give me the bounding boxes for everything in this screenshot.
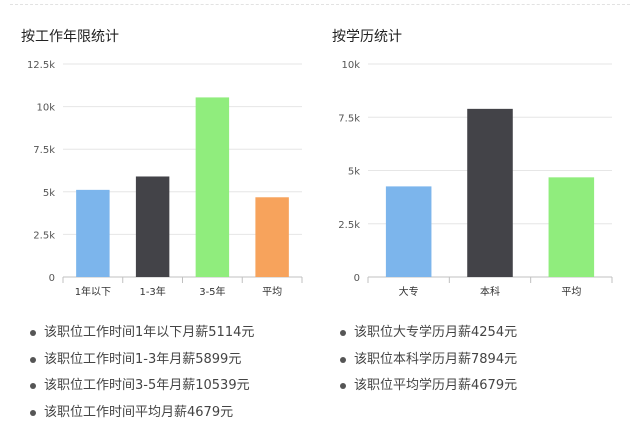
x-tick-label: 大专 <box>399 285 419 298</box>
chart-title: 按工作年限统计 <box>21 29 119 45</box>
education-panel: 按学历统计 0 2.5k 5k 7.5k 10k 大专 本科 平均 该职位大专学历月薪4254… <box>320 0 640 436</box>
education-notes: 该职位大专学历月薪4254元 该职位本科学历月薪7894元 该职位平均学历月薪4… <box>340 320 517 400</box>
bar <box>135 176 170 277</box>
note-item: 该职位平均学历月薪4679元 <box>340 373 517 400</box>
y-tick-label: 7.5k <box>33 145 55 156</box>
bar <box>548 177 595 277</box>
y-tick-label: 0 <box>354 273 360 284</box>
note-text: 该职位工作时间1年以下月薪5114元 <box>44 325 255 340</box>
x-tick-label: 平均 <box>561 286 581 298</box>
bar <box>255 197 289 277</box>
note-text: 该职位工作时间平均月薪4679元 <box>44 404 234 420</box>
y-tick-label: 0 <box>49 273 55 284</box>
note-item: 该职位工作时间1-3年月薪5899元 <box>30 347 254 374</box>
y-tick-label: 10k <box>36 103 55 114</box>
note-text: 该职位大专学历月薪4254元 <box>354 325 518 340</box>
top-divider <box>10 4 630 5</box>
bullet-icon <box>340 383 346 390</box>
y-tick-label: 12.5k <box>27 60 55 71</box>
bullet-icon <box>340 330 346 337</box>
experience-notes: 该职位工作时间1年以下月薪5114元 该职位工作时间1-3年月薪5899元 该职… <box>30 320 254 426</box>
note-text: 该职位平均学历月薪4679元 <box>354 378 518 393</box>
bullet-icon <box>30 409 36 416</box>
y-tick-label: 2.5k <box>33 230 55 241</box>
note-item: 该职位工作时间3-5年月薪10539元 <box>30 373 254 400</box>
bullet-icon <box>30 383 36 390</box>
chart-title: 按学历统计 <box>332 29 402 45</box>
bar <box>76 189 110 277</box>
x-tick-label: 1年以下 <box>75 285 111 298</box>
note-text: 该职位本科学历月薪7894元 <box>354 351 518 367</box>
bullet-icon <box>30 330 36 337</box>
y-tick-label: 2.5k <box>338 220 360 231</box>
y-tick-label: 5k <box>43 188 55 199</box>
x-tick-label: 平均 <box>262 286 282 298</box>
bar <box>467 108 513 277</box>
bar <box>195 97 230 278</box>
experience-panel: 按工作年限统计 0 2.5k 5k 7.5k 10k 12.5k 1年以下 1-3年 3-5年 平… <box>21 29 303 426</box>
education-bar-chart: 0 2.5k 5k 7.5k 10k 大专 本科 平均 <box>338 60 613 298</box>
y-tick-label: 10k <box>341 60 360 71</box>
x-tick-label: 3-5年 <box>199 285 225 298</box>
note-text: 该职位工作时间1-3年月薪5899元 <box>44 351 242 367</box>
bullet-icon <box>340 356 346 363</box>
note-item: 该职位工作时间1年以下月薪5114元 <box>30 320 254 347</box>
note-item: 该职位大专学历月薪4254元 <box>340 320 517 347</box>
x-tick-label: 1-3年 <box>139 285 165 298</box>
experience-bar-chart: 0 2.5k 5k 7.5k 10k 12.5k 1年以下 1-3年 3-5年 平均 <box>27 60 303 298</box>
x-tick-label: 本科 <box>480 285 500 298</box>
bullet-icon <box>30 356 36 363</box>
y-tick-label: 7.5k <box>338 113 360 124</box>
y-tick-label: 5k <box>348 167 360 178</box>
note-item: 该职位本科学历月薪7894元 <box>340 347 517 374</box>
note-item: 该职位工作时间平均月薪4679元 <box>30 400 254 427</box>
bar <box>385 186 432 277</box>
note-text: 该职位工作时间3-5年月薪10539元 <box>44 378 250 393</box>
